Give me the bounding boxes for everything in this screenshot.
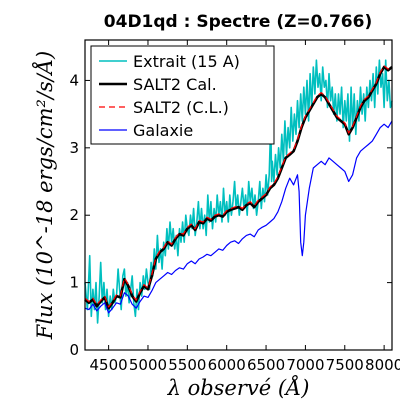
y-tick-label: 3: [69, 139, 79, 157]
y-tick-label: 2: [69, 206, 79, 224]
y-axis-label: Flux (10^-18 ergs/cm²/s/Å): [32, 51, 57, 340]
x-tick-label: 5000: [129, 356, 167, 374]
series-line-3: [84, 120, 393, 314]
legend-entry: SALT2 Cal.: [133, 75, 217, 94]
x-axis: 4500 5000 5500 6000 6500 7000 7500 8000: [90, 40, 400, 374]
legend-entry: Galaxie: [133, 121, 193, 140]
x-tick-label: 8000: [365, 356, 400, 374]
chart-title: 04D1qd : Spectre (Z=0.766): [104, 12, 372, 32]
x-tick-label: 6000: [208, 356, 246, 374]
legend-entry: Extrait (15 A): [133, 52, 240, 71]
y-tick-label: 0: [69, 341, 79, 359]
series-layer: [84, 59, 393, 324]
legend-entry: SALT2 (C.L.): [133, 98, 229, 117]
x-tick-label: 6500: [247, 356, 285, 374]
legend: Extrait (15 A) SALT2 Cal. SALT2 (C.L.) Gala…: [90, 45, 275, 145]
x-tick-label: 5500: [168, 356, 206, 374]
y-axis: 0 1 2 3 4: [69, 71, 392, 359]
y-tick-label: 1: [69, 274, 79, 292]
x-tick-label: 4500: [90, 356, 128, 374]
plot-frame: [84, 39, 393, 351]
x-tick-label: 7500: [326, 356, 364, 374]
x-axis-label: λ observé (Å): [167, 375, 310, 400]
legend-box: [90, 45, 275, 145]
series-line-1: [84, 65, 393, 310]
series-line-2: [84, 65, 393, 308]
x-tick-label: 7000: [286, 356, 324, 374]
y-tick-label: 4: [69, 71, 79, 89]
